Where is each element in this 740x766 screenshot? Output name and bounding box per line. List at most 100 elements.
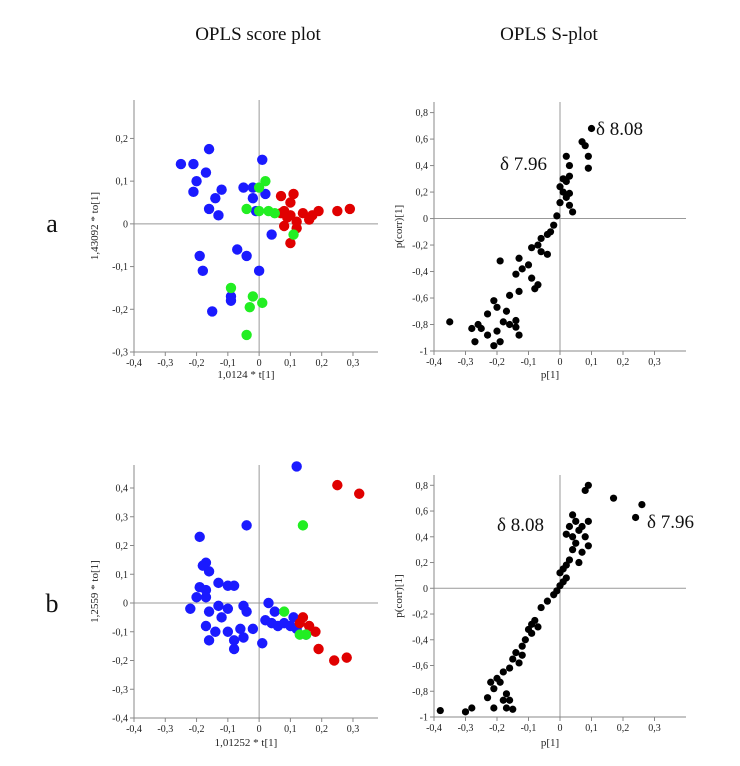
scatter-point-blue <box>257 638 268 649</box>
scatter-point-blue <box>291 461 302 472</box>
scatter-point-red <box>285 197 296 208</box>
x-tick-label: -0,3 <box>157 358 173 369</box>
scatter-point-black <box>506 696 514 704</box>
scatter-point-black <box>502 307 511 315</box>
scatter-point-black <box>509 705 517 713</box>
scatter-point-red <box>313 205 324 217</box>
scatter-point-green <box>241 203 252 215</box>
y-tick-label: -0,3 <box>112 348 128 359</box>
scatter-point-black <box>512 649 520 657</box>
column-title-splot: OPLS S-plot <box>500 24 598 45</box>
scatter-point-blue <box>222 626 234 637</box>
x-tick-label: -0,2 <box>189 358 205 369</box>
y-tick-label: 0,4 <box>416 161 429 172</box>
x-tick-label: -0,1 <box>521 723 537 734</box>
scatter-point-black <box>496 257 504 265</box>
scatter-point-black <box>512 323 520 331</box>
row-label-b: b <box>46 589 59 618</box>
scatter-point-blue <box>260 188 271 200</box>
x-tick-label: 0,3 <box>347 358 360 369</box>
scatter-point-black <box>575 526 583 534</box>
x-tick-label: -0,2 <box>489 723 505 734</box>
y-tick-label: 0 <box>423 214 428 225</box>
scatter-point-black <box>562 530 570 538</box>
scatter-point-black <box>528 244 536 252</box>
scatter-point-blue <box>200 584 212 596</box>
scatter-point-blue <box>203 635 215 646</box>
y-tick-label: 0 <box>123 219 128 230</box>
scatter-point-blue <box>203 143 215 155</box>
scatter-point-black <box>499 318 507 326</box>
column-title-score: OPLS score plot <box>195 24 321 45</box>
y-tick-label: -0,2 <box>112 305 128 316</box>
y-axis-label: p(corr)[1] <box>393 205 405 248</box>
y-tick-label: -0,1 <box>112 262 128 273</box>
scatter-point-black <box>572 539 580 547</box>
scatter-point-blue <box>197 265 209 277</box>
scatter-point-red <box>278 220 290 232</box>
scatter-point-red <box>288 188 299 200</box>
scatter-point-green <box>257 297 268 309</box>
x-tick-label: 0,2 <box>315 724 328 735</box>
x-tick-label: 0,3 <box>648 723 661 734</box>
scatter-point-black <box>556 199 564 207</box>
y-tick-label: 0,2 <box>416 558 429 569</box>
scatter-point-black <box>584 542 592 550</box>
panel-a-score: -0,4 -0,3 -0,2 -0,1 0 0,1 0,2 0,3-0,3-0,2-0,100… <box>89 100 378 381</box>
scatter-point-black <box>537 603 545 612</box>
x-tick-label: 0,1 <box>284 724 297 735</box>
scatter-point-black <box>609 494 618 502</box>
scatter-point-red <box>285 237 296 249</box>
scatter-point-black <box>569 546 577 554</box>
scatter-point-black <box>506 664 514 672</box>
scatter-point-black <box>565 161 574 170</box>
scatter-point-black <box>506 320 514 329</box>
x-tick-label: -0,3 <box>458 723 474 734</box>
panel-a-splot: -0,4 -0,3 -0,2 -0,1 0 0,1 0,2 0,3 -1 -0,8 -0,6 -0,4… <box>393 102 686 381</box>
scatter-point-black <box>572 517 580 525</box>
x-tick-label: -0,3 <box>458 357 474 368</box>
x-tick-label: 0,2 <box>617 357 630 368</box>
x-tick-label: 0,2 <box>617 723 630 734</box>
y-axis-label: 1,2559 * to[1] <box>89 560 101 623</box>
scatter-point-green <box>300 629 312 640</box>
scatter-point-black <box>502 690 511 698</box>
scatter-point-black <box>537 234 545 243</box>
scatter-point-blue <box>200 167 212 178</box>
scatter-point-red <box>294 617 305 629</box>
x-tick-label: -0,3 <box>157 724 173 735</box>
scatter-point-black <box>559 188 567 196</box>
scatter-point-black <box>524 261 533 269</box>
x-tick-label: 0,2 <box>315 358 328 369</box>
scatter-point-black <box>543 230 552 239</box>
scatter-point-black <box>565 522 574 531</box>
scatter-point-black <box>521 636 529 644</box>
y-tick-label: -0,4 <box>412 267 428 278</box>
scatter-point-black <box>584 164 592 172</box>
annotation-label: δ 7.96 <box>500 154 547 175</box>
x-tick-label: -0,2 <box>189 724 205 735</box>
scatter-point-black <box>509 655 517 663</box>
y-tick-label: 0,4 <box>416 532 429 543</box>
scatter-point-black <box>581 142 589 150</box>
scatter-point-blue <box>194 531 205 543</box>
x-tick-label: -0,4 <box>426 357 442 368</box>
scatter-point-blue <box>263 597 274 609</box>
scatter-point-blue <box>247 193 259 204</box>
scatter-point-green <box>244 301 255 313</box>
scatter-point-red <box>313 643 324 655</box>
scatter-point-black <box>496 678 504 686</box>
scatter-point-black <box>556 183 564 191</box>
y-tick-label: -0,2 <box>412 610 428 621</box>
scatter-point-black <box>575 558 583 567</box>
scatter-point-black <box>632 513 640 522</box>
scatter-point-blue <box>203 203 215 215</box>
row-label-a: a <box>46 209 58 238</box>
x-tick-label: 0 <box>558 723 563 734</box>
scatter-point-green <box>241 329 252 341</box>
annotation-label: δ 7.96 <box>647 512 694 533</box>
x-tick-label: 0,3 <box>347 724 360 735</box>
scatter-point-black <box>565 556 574 564</box>
scatter-point-black <box>512 270 520 278</box>
y-tick-label: 0 <box>123 599 128 610</box>
